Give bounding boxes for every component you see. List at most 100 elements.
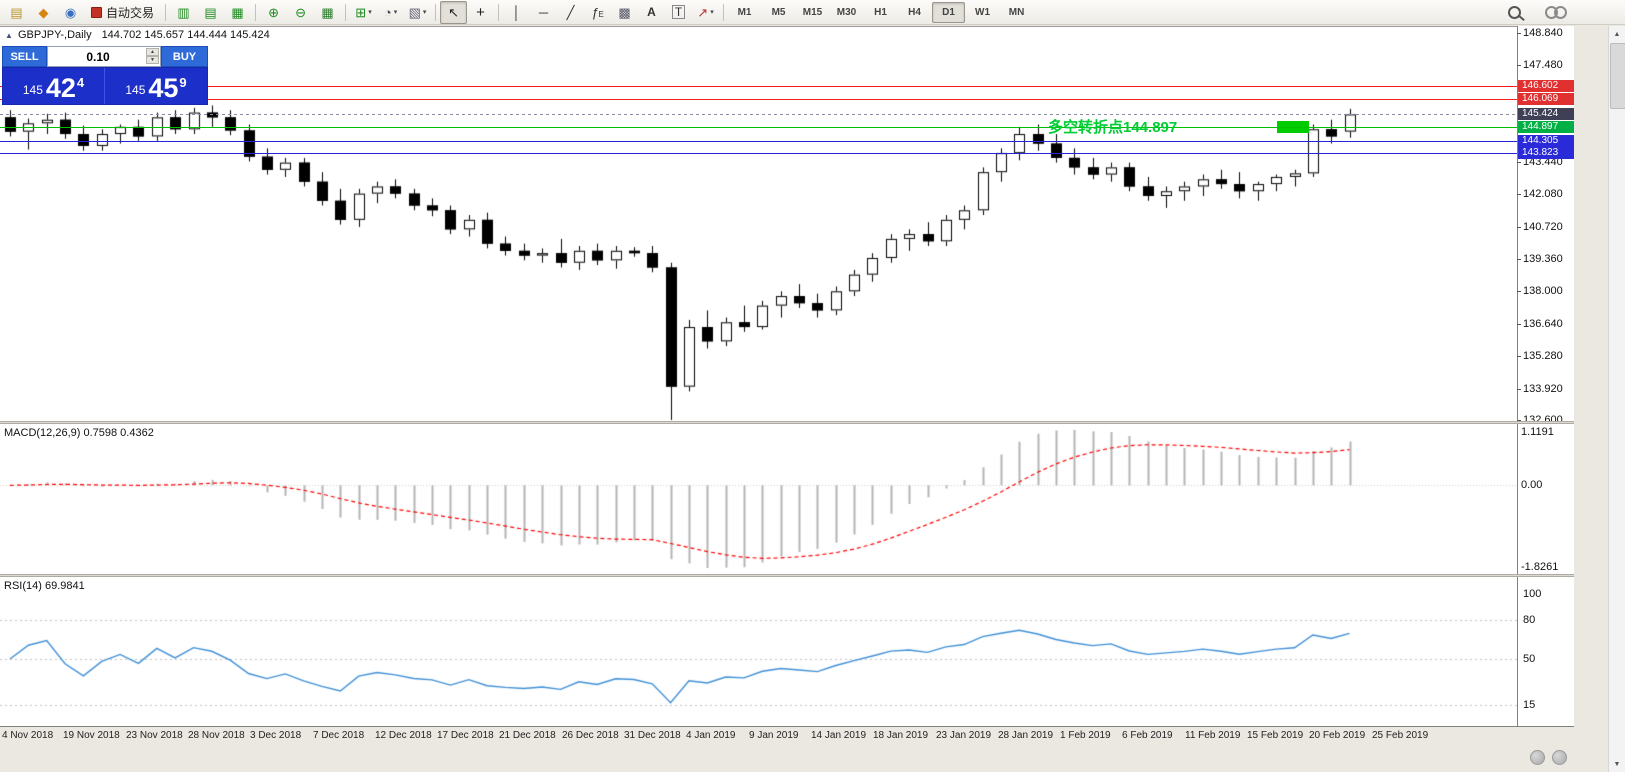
charts-button[interactable]: ◆	[30, 1, 57, 24]
chevron-down-icon: ▾	[368, 9, 372, 16]
new-order-button[interactable]: ▤	[3, 1, 30, 24]
fibonacci-tool-button[interactable]: ƒE	[584, 1, 611, 24]
text-label-tool-button[interactable]: T	[665, 1, 692, 24]
toolbar-divider	[345, 3, 347, 21]
pane-separator-macd[interactable]	[0, 421, 1574, 424]
price-badge-146.602: 146.602	[1518, 80, 1574, 92]
price-axis-tick	[1517, 194, 1521, 195]
horizontal-level-line-146.069[interactable]	[0, 99, 1517, 100]
rsi-axis-label-15: 15	[1523, 699, 1536, 711]
tray-icon-1[interactable]	[1530, 750, 1545, 765]
horizontal-level-line-143.823[interactable]	[0, 153, 1517, 154]
cursor-tool-button[interactable]: ↖	[440, 0, 468, 24]
scroll-down-button[interactable]: ▼	[1613, 760, 1621, 768]
one-click-panel-toggle[interactable]: ▲	[5, 31, 13, 40]
date-axis-label: 15 Feb 2019	[1247, 730, 1304, 741]
tile-vertical-button[interactable]: ▦	[224, 1, 251, 24]
symbol-name: GBPJPY-,Daily	[18, 29, 92, 41]
cascade-windows-button[interactable]: ▥	[170, 1, 197, 24]
timeframe-button-m30[interactable]: M30	[836, 6, 857, 18]
text-tool-button[interactable]: A	[638, 1, 665, 24]
indicators-icon: ⊞	[355, 4, 367, 20]
crosshair-tool-button[interactable]: +	[467, 1, 494, 24]
periods-button[interactable]: ◔ ▾	[377, 1, 404, 24]
price-chart-canvas[interactable]	[0, 26, 1517, 421]
horizontal-line-icon: ─	[538, 4, 549, 20]
timeframe-button-mn[interactable]: MN	[1008, 6, 1025, 18]
date-axis-label: 28 Nov 2018	[188, 730, 245, 741]
date-axis-label: 4 Nov 2018	[2, 730, 54, 741]
price-axis-label-135.280: 135.280	[1523, 350, 1563, 362]
buy-price-display[interactable]: 145 45 9	[105, 68, 207, 104]
timeframe-button-w1[interactable]: W1	[975, 6, 991, 18]
indicators-button[interactable]: ⊞ ▾	[350, 1, 377, 24]
rsi-axis-label-50: 50	[1523, 653, 1536, 665]
trendline-tool-button[interactable]: ╱	[557, 1, 584, 24]
sell-price-big: 42	[45, 73, 76, 103]
data-window-button[interactable]: ◉	[57, 1, 84, 24]
tray-icon-2[interactable]	[1552, 750, 1567, 765]
horizontal-level-line-146.602[interactable]	[0, 86, 1517, 87]
sell-price-display[interactable]: 145 42 4	[3, 68, 105, 104]
timeframe-button-m5[interactable]: M5	[771, 6, 786, 18]
timeframe-button-d1[interactable]: D1	[932, 1, 966, 23]
vertical-scrollbar[interactable]: ▲ ▼	[1608, 26, 1625, 772]
price-badge-143.823: 143.823	[1518, 147, 1574, 159]
chart-title: GBPJPY-,Daily 144.702 145.657 144.444 145…	[18, 29, 270, 41]
shapes-tool-button[interactable]: ▩	[611, 1, 638, 24]
sell-button[interactable]: SELL	[2, 46, 47, 67]
zoom-out-icon: ⊖	[295, 4, 306, 20]
pane-separator-rsi[interactable]	[0, 574, 1574, 577]
scrollbar-thumb[interactable]	[1610, 43, 1625, 109]
horizontal-level-line-145.424[interactable]	[0, 114, 1517, 115]
timeframe-button-m15[interactable]: M15	[802, 6, 823, 18]
macd-axis-zero: 0.00	[1521, 479, 1543, 491]
timeframe-button-h4[interactable]: H4	[908, 6, 921, 18]
vertical-line-tool-button[interactable]: │	[503, 1, 530, 24]
date-axis-label: 26 Dec 2018	[562, 730, 619, 741]
price-axis-label-147.480: 147.480	[1523, 59, 1563, 71]
tile-charts-button[interactable]: ▦	[314, 1, 341, 24]
price-badge-144.897: 144.897	[1518, 121, 1574, 133]
templates-button[interactable]: ▧ ▾	[404, 1, 431, 24]
zoom-out-button[interactable]: ⊖	[287, 1, 314, 24]
price-axis-tick	[1517, 389, 1521, 390]
timeframe-button-m1[interactable]: M1	[737, 6, 752, 18]
rsi-axis-label-80: 80	[1523, 614, 1536, 626]
tile-horizontal-button[interactable]: ▤	[197, 1, 224, 24]
volume-increase-button[interactable]: ▲	[146, 48, 159, 56]
price-axis-tick	[1517, 227, 1521, 228]
chart-annotation-text[interactable]: 多空转折点144.897	[1048, 119, 1178, 136]
toolbar-divider	[498, 3, 500, 21]
tile-horizontal-icon: ▤	[204, 4, 217, 20]
autotrading-label: 自动交易	[106, 5, 155, 20]
buy-button[interactable]: BUY	[161, 46, 208, 67]
rsi-indicator-label: RSI(14) 69.9841	[4, 580, 85, 592]
vertical-line-icon: │	[512, 4, 521, 20]
volume-input[interactable]	[48, 48, 160, 65]
timeframe-button-h1[interactable]: H1	[874, 6, 887, 18]
arrows-tool-button[interactable]: ↗ ▾	[692, 1, 719, 24]
scroll-up-button[interactable]: ▲	[1613, 30, 1621, 38]
chart-bottom-border	[0, 726, 1574, 727]
price-axis-tick	[1517, 356, 1521, 357]
price-axis-tick	[1517, 162, 1521, 163]
price-axis-label-148.840: 148.840	[1523, 27, 1563, 39]
date-axis-label: 28 Jan 2019	[998, 730, 1054, 741]
community-button[interactable]	[1542, 1, 1570, 24]
horizontal-level-line-144.305[interactable]	[0, 141, 1517, 142]
date-axis-label: 20 Feb 2019	[1309, 730, 1366, 741]
volume-decrease-button[interactable]: ▼	[146, 56, 159, 64]
horizontal-level-line-144.897[interactable]	[0, 127, 1517, 128]
toolbar-divider	[723, 3, 725, 21]
tile-vertical-icon: ▦	[231, 4, 244, 20]
price-axis-tick	[1517, 291, 1521, 292]
macd-pane-canvas[interactable]	[0, 424, 1517, 574]
zoom-in-button[interactable]: ⊕	[260, 1, 287, 24]
search-button[interactable]	[1501, 1, 1528, 24]
autotrading-button[interactable]: 自动交易	[84, 1, 161, 24]
rsi-pane-canvas[interactable]	[0, 577, 1517, 726]
horizontal-line-tool-button[interactable]: ─	[530, 1, 557, 24]
price-axis-label-138.000: 138.000	[1523, 285, 1563, 297]
sell-price-pip: 4	[76, 75, 85, 90]
